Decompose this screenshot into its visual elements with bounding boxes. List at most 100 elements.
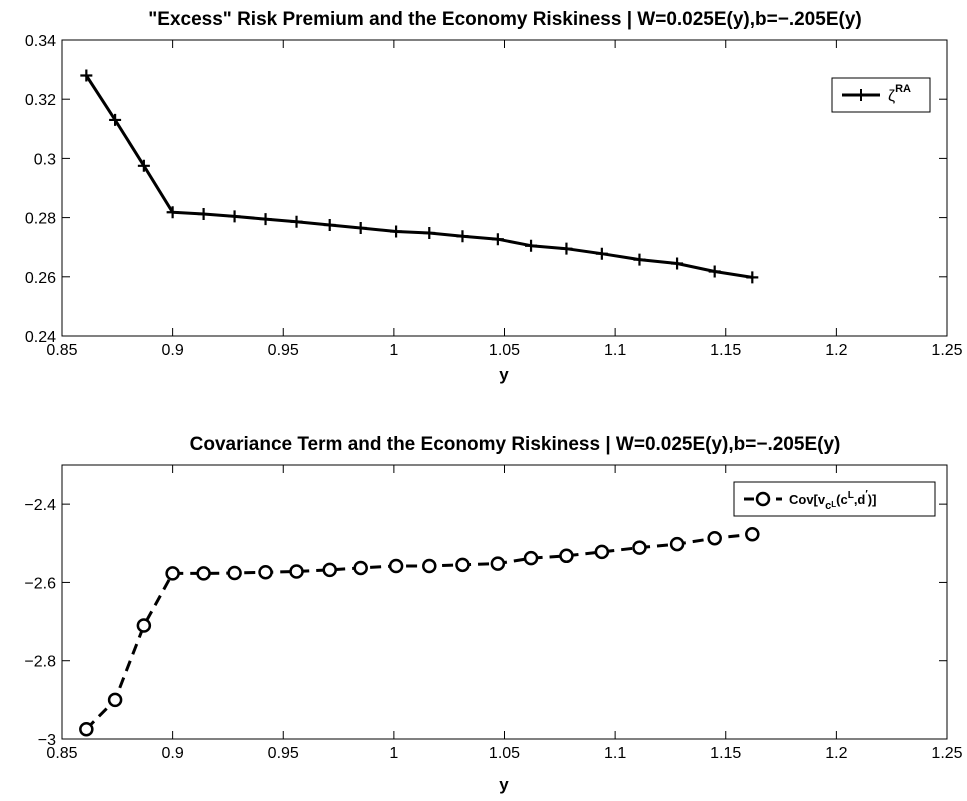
x-tick-label: 0.9 [162,342,184,359]
risk-premium-chart: "Excess" Risk Premium and the Economy Ri… [25,9,963,384]
legend-main: Cov[v [789,492,826,507]
chart-title: Covariance Term and the Economy Riskines… [190,434,841,455]
x-tick-label: 0.95 [268,342,299,359]
legend: Cov[vcL(cL,d′)] [733,481,936,517]
x-axis-label: y [499,365,509,384]
data-point-plus [671,257,684,270]
legend-label: Cov[vcL(cL,d′)] [789,489,876,512]
data-point-circle [353,560,368,576]
data-point-circle [136,618,152,633]
data-point-plus [708,265,721,278]
data-point-circle [79,721,94,737]
y-tick-label: 0.24 [25,329,56,346]
x-tick-label: 1.05 [489,342,520,359]
data-point-circle [289,564,304,579]
data-point-plus [456,230,469,243]
data-point-circle [196,566,211,581]
legend-mid: (c [836,492,848,507]
x-tick-label: 1.1 [604,745,626,762]
x-tick-label: 1.25 [931,342,962,359]
x-tick-label: 1.15 [710,342,741,359]
x-tick-label: 0.9 [162,745,184,762]
y-tick-label: 0.26 [25,270,56,287]
data-point-circle [559,548,574,564]
x-axis-ticks: 0.85 0.9 0.95 1 1.05 1.1 1.15 1.2 1.25 [46,40,963,359]
covariance-chart: Covariance Term and the Economy Riskines… [24,434,962,794]
chart-title: "Excess" Risk Premium and the Economy Ri… [148,9,861,30]
data-point-plus [746,271,759,284]
x-tick-label: 0.95 [268,745,299,762]
data-point-circle [632,540,647,555]
data-point-circle [388,558,404,574]
data-point-circle [165,566,180,581]
data-point-circle [107,692,123,708]
x-tick-label: 1 [389,342,398,359]
data-point-plus [390,225,403,238]
plot-area [61,39,948,337]
data-point-plus [595,247,608,260]
legend-tail1: ,d [854,492,866,507]
data-point-circle [669,536,685,552]
data-point-circle [258,565,273,580]
data-point-plus [491,233,504,246]
y-tick-label: 0.3 [34,151,56,168]
y-tick-label: 0.34 [25,33,56,50]
y-tick-label: −2.4 [24,497,56,514]
y-tick-label: 0.32 [25,92,56,109]
data-point-circle [455,557,470,573]
data-point-circle [594,544,610,560]
x-axis-ticks: 0.85 0.9 0.95 1 1.05 1.1 1.15 1.2 1.25 [46,465,963,762]
data-point-plus [80,69,93,82]
y-tick-label: 0.28 [25,211,56,228]
data-point-circle [523,550,539,566]
legend-sub-c: c [825,500,831,512]
y-axis-ticks: −3 −2.8 −2.6 −2.4 [24,497,947,749]
data-point-plus [166,206,179,219]
x-tick-label: 1 [389,745,398,762]
x-tick-label: 1.25 [931,745,962,762]
x-tick-label: 1.2 [825,745,847,762]
x-tick-label: 1.2 [825,342,847,359]
y-axis-ticks: 0.24 0.26 0.28 0.3 0.32 0.34 [25,33,947,346]
x-axis-label: y [499,775,509,794]
data-point-plus [354,221,367,234]
data-point-circle [490,556,506,571]
data-point-plus [525,239,538,252]
series-covariance [79,527,760,737]
data-point-circle [745,527,760,542]
legend-sup-l: L [848,490,854,501]
legend-tail2: )] [868,492,877,507]
data-point-plus [137,159,150,172]
legend-label: ζRA [888,83,911,105]
y-tick-label: −2.8 [24,654,56,671]
x-tick-label: 0.85 [46,745,77,762]
legend-sub-l: L [831,500,836,509]
data-point-plus [423,226,436,239]
data-point-plus [290,215,303,228]
data-point-plus [633,253,646,266]
legend-plus-marker [855,89,867,101]
x-tick-label: 0.85 [46,342,77,359]
x-tick-label: 1.15 [710,745,741,762]
x-tick-label: 1.05 [489,745,520,762]
series-zeta-ra [80,69,759,284]
data-point-circle [322,562,337,578]
data-point-plus [109,113,122,126]
y-tick-label: −3 [38,732,56,749]
legend: ζRA [831,77,931,113]
data-point-circle [422,558,437,574]
data-point-plus [197,208,210,221]
data-point-plus [259,213,272,226]
data-point-plus [323,219,336,231]
legend-symbol: ζ [888,88,895,105]
y-tick-label: −2.6 [24,575,56,592]
x-tick-label: 1.1 [604,342,626,359]
legend-prime: ′ [865,489,868,500]
legend-circle-marker [755,491,771,507]
legend-superscript: RA [895,83,911,95]
data-point-plus [560,242,573,255]
data-point-circle [707,530,722,546]
data-point-circle [227,565,242,581]
